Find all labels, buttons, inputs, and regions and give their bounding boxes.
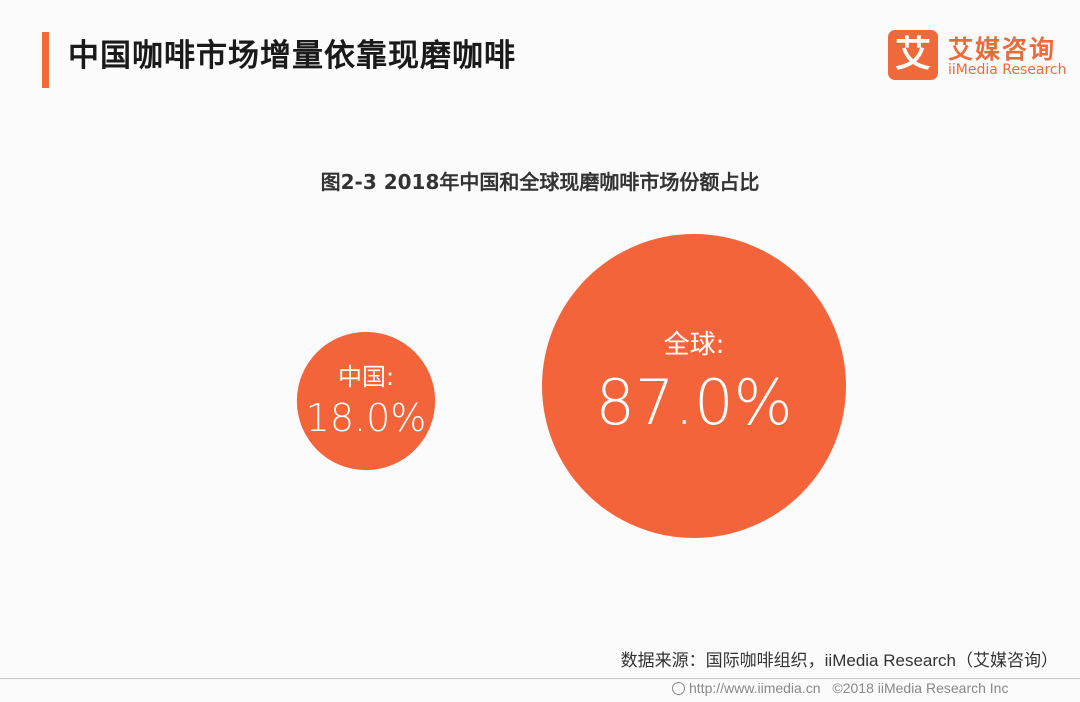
- footer-divider: [0, 678, 1080, 679]
- logo-name-en: iiMedia Research: [948, 62, 1067, 78]
- chart-title: 图2-3 2018年中国和全球现磨咖啡市场份额占比: [320, 170, 760, 194]
- bubble-category-label: 全球:: [664, 330, 725, 360]
- bubble-category-label: 中国:: [338, 363, 394, 391]
- logo-name-cn: 艾媒咨询: [948, 35, 1057, 64]
- header-accent-bar: [42, 32, 49, 88]
- bubble-value-label: 87.0%: [596, 366, 793, 439]
- page-title: 中国咖啡市场增量依靠现磨咖啡: [68, 38, 516, 74]
- brand-logo: 艾 艾媒咨询 iiMedia Research: [888, 30, 1068, 86]
- data-source: 数据来源：国际咖啡组织，iiMedia Research（艾媒咨询）: [620, 651, 1058, 670]
- globe-icon: [672, 682, 685, 695]
- logo-mark: 艾: [888, 30, 938, 80]
- footer-url[interactable]: http://www.iimedia.cn: [689, 680, 821, 696]
- footer: http://www.iimedia.cn ©2018 iiMedia Rese…: [672, 680, 1008, 696]
- bubble-global: [542, 234, 846, 538]
- footer-copyright: ©2018 iiMedia Research Inc: [832, 680, 1009, 696]
- bubble-china: [296, 331, 436, 471]
- bubble-value-label: 18.0%: [306, 396, 427, 440]
